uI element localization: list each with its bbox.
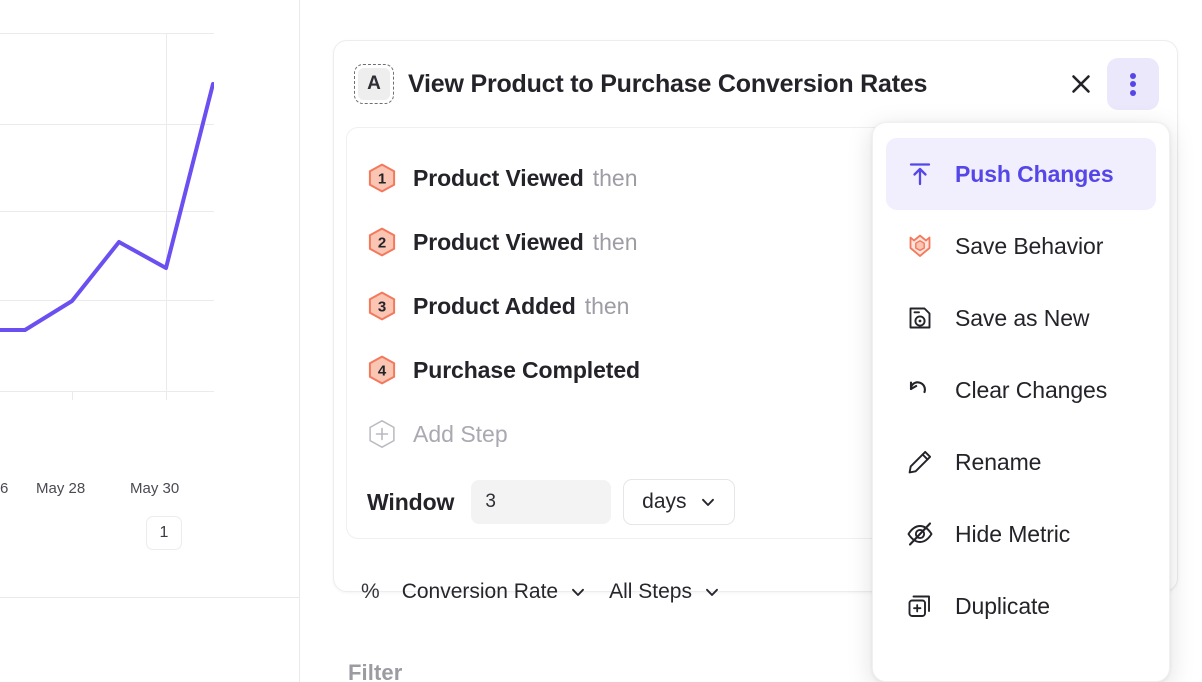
step-label: Product Added [413, 292, 576, 319]
metric-scope-select[interactable]: All Steps [609, 580, 721, 604]
x-tick-label: 6 [0, 480, 9, 497]
menu-item-rename[interactable]: Rename [886, 426, 1156, 498]
step-connector: then [592, 164, 638, 191]
metric-context-menu: Push Changes Save Behavior Save as N [872, 122, 1170, 682]
step-number-hexagon-icon: 2 [367, 227, 397, 257]
push-up-icon [905, 159, 935, 189]
plus-hexagon-icon [367, 419, 397, 449]
x-tick-label: May 30 [130, 480, 180, 497]
add-step-row[interactable]: Add Step [367, 402, 1166, 466]
menu-item-duplicate[interactable]: Duplicate [886, 570, 1156, 642]
metric-footer: % Conversion Rate All Steps [334, 561, 1177, 623]
step-row[interactable]: 1 Product Viewed then [367, 146, 1166, 210]
metric-scope-label: All Steps [609, 580, 692, 603]
x-tick-label: May 28 [36, 480, 86, 497]
menu-item-label: Save as New [955, 304, 1090, 331]
step-label: Purchase Completed [413, 356, 640, 383]
card-header: A View Product to Purchase Conversion Ra… [334, 41, 1177, 127]
menu-item-label: Hide Metric [955, 520, 1071, 547]
chevron-down-icon [706, 588, 718, 596]
metric-letter-badge-label: A [358, 68, 390, 100]
duplicate-icon [905, 591, 935, 621]
window-row: Window days [367, 472, 1166, 532]
step-connector: then [592, 228, 638, 255]
step-number-text: 2 [378, 235, 386, 252]
chart-gridlines [0, 33, 214, 392]
step-row[interactable]: 3 Product Added then [367, 274, 1166, 338]
menu-item-save-behavior[interactable]: Save Behavior [886, 210, 1156, 282]
save-disk-icon [905, 303, 935, 333]
menu-item-label: Duplicate [955, 592, 1050, 619]
step-label: Product Viewed [413, 228, 584, 255]
menu-item-label: Save Behavior [955, 232, 1104, 259]
step-number-hexagon-icon: 1 [367, 163, 397, 193]
close-button[interactable] [1055, 58, 1107, 110]
metric-letter-badge[interactable]: A [354, 64, 394, 104]
kebab-menu-button[interactable] [1107, 58, 1159, 110]
page-number-badge[interactable]: 1 [146, 516, 182, 550]
kebab-dot [1130, 81, 1136, 87]
kebab-dot [1130, 72, 1136, 79]
menu-item-label: Push Changes [955, 160, 1114, 187]
step-number-hexagon-icon: 4 [367, 355, 397, 385]
step-number-hexagon-icon: 3 [367, 291, 397, 321]
step-number-text: 4 [378, 363, 387, 380]
window-unit-label: days [642, 490, 687, 513]
step-connector: then [584, 292, 630, 319]
chevron-down-icon [572, 588, 585, 596]
horizontal-divider [0, 597, 299, 598]
undo-icon [905, 375, 935, 405]
metric-title[interactable]: View Product to Purchase Conversion Rate… [408, 69, 928, 98]
window-unit-select[interactable]: days [623, 479, 736, 525]
chart-axis-ticks [72, 33, 167, 400]
step-row[interactable]: 4 Purchase Completed [367, 338, 1166, 402]
menu-item-save-as-new[interactable]: Save as New [886, 282, 1156, 354]
line-chart[interactable]: 6 May 28 May 30 [0, 0, 214, 497]
pencil-icon [905, 447, 935, 477]
shield-hexagon-icon [905, 231, 935, 261]
vertical-divider [299, 0, 300, 682]
step-number-text: 1 [378, 171, 386, 188]
metric-type-label: Conversion Rate [401, 580, 559, 603]
menu-item-clear-changes[interactable]: Clear Changes [886, 354, 1156, 426]
chart-pane: 6 May 28 May 30 1 [0, 0, 299, 682]
step-label: Product Viewed [413, 164, 584, 191]
menu-item-label: Clear Changes [955, 376, 1108, 403]
step-row[interactable]: 2 Product Viewed then [367, 210, 1166, 274]
percent-symbol: % [361, 580, 380, 603]
kebab-dot [1130, 89, 1136, 96]
add-step-label: Add Step [413, 420, 508, 447]
menu-item-label: Rename [955, 448, 1042, 475]
menu-item-hide-metric[interactable]: Hide Metric [886, 498, 1156, 570]
window-label: Window [367, 488, 455, 515]
eye-off-icon [905, 519, 935, 549]
kebab-menu-icon [1130, 70, 1136, 98]
chart-svg [0, 33, 214, 400]
step-number-text: 3 [378, 299, 386, 316]
window-value-input[interactable] [471, 480, 612, 524]
metric-type-select[interactable]: Conversion Rate [402, 580, 587, 604]
chevron-down-icon [701, 498, 714, 506]
menu-item-push-changes[interactable]: Push Changes [886, 138, 1156, 210]
chart-series-line [0, 82, 214, 332]
close-icon [1072, 75, 1090, 93]
filter-section-label: Filter [348, 660, 403, 682]
